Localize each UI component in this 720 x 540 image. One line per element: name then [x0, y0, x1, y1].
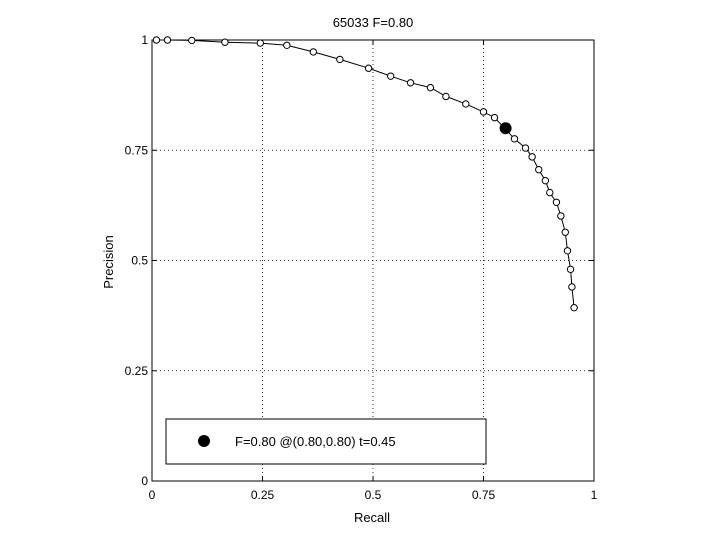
pr-curve-point	[535, 165, 543, 174]
pr-curve-point	[552, 198, 561, 206]
pr-curve-point	[566, 265, 575, 274]
pr-curve-point	[309, 48, 318, 56]
x-tick-label: 1	[591, 488, 598, 502]
pr-curve-point	[442, 92, 450, 101]
pr-curve-point	[528, 153, 536, 161]
legend-marker	[198, 435, 210, 447]
pr-curve-point	[570, 303, 578, 312]
legend: F=0.80 @(0.80,0.80) t=0.45	[165, 418, 487, 465]
y-tick-label: 0.5	[131, 254, 148, 268]
pr-curve-point	[406, 79, 415, 87]
pr-curve-point	[521, 144, 530, 152]
x-tick-label: 0.5	[365, 488, 382, 502]
pr-curve-point	[510, 135, 519, 143]
legend-box	[165, 418, 487, 465]
pr-curve-point	[546, 188, 554, 197]
series-layer	[152, 36, 578, 312]
best-f-point	[499, 122, 512, 135]
pr-curve-point	[563, 247, 572, 255]
pr-curve-point	[490, 113, 499, 122]
pr-curve-point	[256, 39, 264, 47]
pr-curve-point	[557, 212, 565, 220]
chart-title: 65033 F=0.80	[333, 15, 414, 30]
tick-layer: 0 0.25 0.5 0.75 1 0 0.25 0.5 0.75 1	[125, 33, 598, 502]
pr-curve-point	[283, 41, 291, 49]
y-axis-label: Precision	[101, 235, 116, 288]
pr-curve-point	[188, 36, 196, 45]
grid-layer	[152, 40, 594, 481]
pr-curve-point	[163, 36, 172, 44]
y-tick-label: 1	[141, 33, 148, 47]
pr-curve-point	[336, 55, 344, 64]
pr-curve-point	[364, 64, 373, 72]
pr-curve-point	[561, 228, 569, 236]
y-tick-label: 0.75	[125, 143, 149, 157]
y-tick-label: 0	[141, 474, 148, 488]
x-tick-label: 0.75	[472, 488, 496, 502]
pr-curve-point	[426, 83, 435, 92]
x-tick-label: 0.25	[251, 488, 275, 502]
pr-curve-point	[221, 38, 229, 46]
pr-curve-point	[541, 176, 550, 185]
y-tick-label: 0.25	[125, 364, 149, 378]
legend-label: F=0.80 @(0.80,0.80) t=0.45	[235, 434, 396, 449]
pr-curve-point	[152, 36, 161, 44]
pr-curve-point	[462, 100, 470, 108]
pr-curve-point	[386, 72, 395, 80]
pr-curve-point	[568, 283, 576, 291]
x-axis-label: Recall	[354, 510, 390, 525]
x-tick-label: 0	[149, 488, 156, 502]
pr-curve-point	[479, 108, 488, 116]
